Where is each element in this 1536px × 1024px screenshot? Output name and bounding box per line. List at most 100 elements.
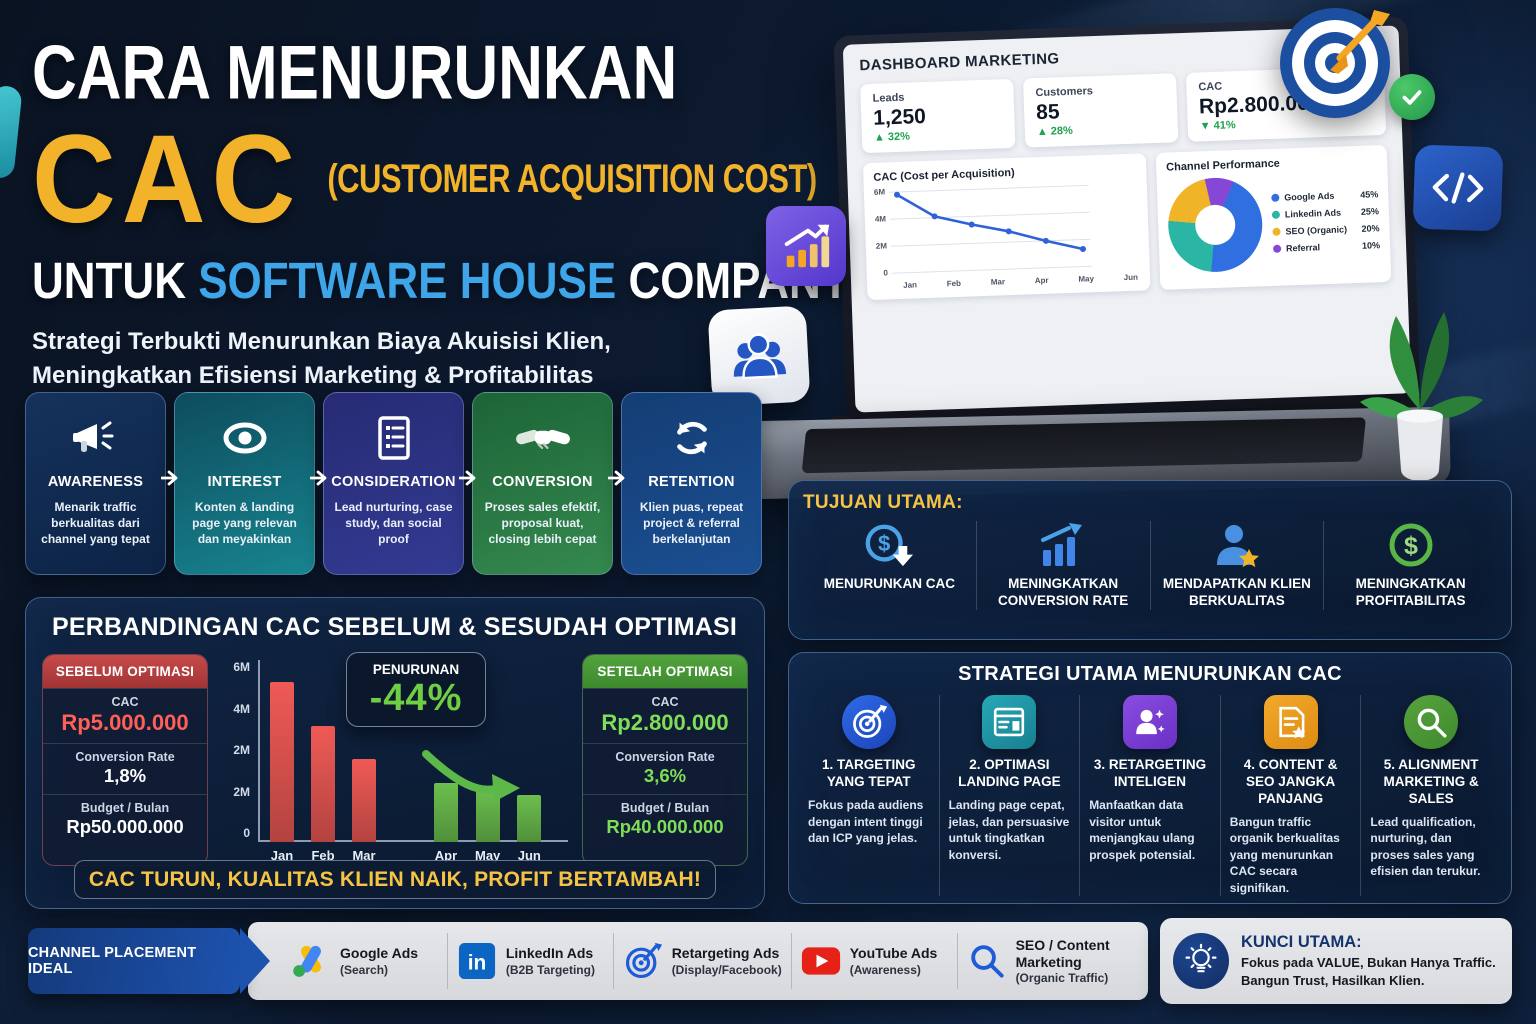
- metric-value: Rp5.000.000: [61, 710, 189, 735]
- before-bar: [352, 759, 376, 842]
- bar-chart-icon: [766, 206, 846, 286]
- funnel-stage-interest: INTEREST Konten & landing page yang rele…: [174, 392, 315, 575]
- y-tick-label: 0: [243, 826, 250, 840]
- bar-label: May: [475, 848, 501, 863]
- strategi-item-content-seo: 4. CONTENT & SEO JANGKA PANJANG Bangun t…: [1219, 695, 1361, 897]
- delta-value: 41%: [1213, 119, 1236, 132]
- google-ads-icon: [291, 941, 331, 981]
- channel-name: YouTube Ads: [849, 945, 938, 962]
- marketing-dashboard: DASHBOARD MARKETING Leads 1,250 ▲ 32% Cu…: [842, 25, 1412, 413]
- bar-label: Jan: [270, 848, 294, 863]
- delta-up-icon: ▲: [873, 131, 886, 144]
- strategi-item-desc: Fokus pada audiens dengan intent tinggi …: [808, 798, 924, 846]
- after-card-header: SETELAH OPTIMASI: [583, 655, 747, 688]
- arrow-right-icon: [161, 470, 178, 486]
- laptop-mockup: DASHBOARD MARKETING Leads 1,250 ▲ 32% Cu…: [743, 14, 1451, 500]
- y-tick-label: 2M: [233, 743, 250, 757]
- stat-card-customers: Customers 85 ▲ 28%: [1022, 73, 1179, 148]
- client-star-icon: [1211, 521, 1263, 569]
- lightbulb-icon: [1173, 933, 1229, 989]
- channel-sub: (Display/Facebook): [671, 962, 782, 977]
- channel-donut-chart: [1166, 176, 1264, 274]
- delta-value: 28%: [1050, 124, 1074, 138]
- cac-comparison-panel: PERBANDINGAN CAC SEBELUM & SESUDAH OPTIM…: [25, 597, 765, 909]
- tujuan-item-menurunkan-cac: $ MENURUNKAN CAC: [803, 521, 976, 610]
- plant-decoration: [1350, 288, 1490, 484]
- funnel-stage-awareness: AWARENESS Menarik traffic berkualitas da…: [25, 392, 166, 575]
- channel-sub: (B2B Targeting): [505, 962, 595, 977]
- refresh-icon: [669, 407, 715, 469]
- bar-column: Mar: [352, 660, 376, 864]
- kunci-utama-card: KUNCI UTAMA: Fokus pada VALUE, Bukan Han…: [1160, 918, 1512, 1004]
- legend-dot: [1271, 193, 1280, 202]
- bar-column: Jun: [517, 660, 542, 864]
- after-conversion-metric: Conversion Rate 3,6%: [583, 743, 747, 794]
- legend-value: 20%: [1361, 222, 1380, 234]
- x-tick-label: Jan: [903, 280, 918, 290]
- channel-sub: (Organic Traffic): [1015, 971, 1109, 986]
- strategi-item-alignment: 5. ALIGNMENT MARKETING & SALES Lead qual…: [1360, 695, 1501, 897]
- before-optimization-card: SEBELUM OPTIMASI CAC Rp5.000.000 Convers…: [42, 654, 208, 866]
- x-tick-label: May: [1078, 274, 1095, 284]
- stat-card-leads: Leads 1,250 ▲ 32%: [860, 78, 1016, 154]
- tujuan-label: MENDAPATKAN KLIEN BERKUALITAS: [1162, 576, 1311, 608]
- channel-name: Retargeting Ads: [671, 945, 780, 962]
- landing-page-icon: [982, 695, 1037, 749]
- y-tick-label: 2M: [875, 241, 888, 251]
- kunci-title: KUNCI UTAMA:: [1241, 933, 1362, 952]
- tujuan-utama-panel: TUJUAN UTAMA: $ MENURUNKAN CAC: [788, 480, 1512, 640]
- title-line2-highlight: SOFTWARE HOUSE: [198, 253, 617, 310]
- channel-name: LinkedIn Ads: [505, 945, 594, 962]
- bar-column: Feb: [311, 660, 335, 864]
- bar-column: Apr: [434, 660, 458, 864]
- handshake-icon: [514, 407, 572, 469]
- x-tick-label: Apr: [1034, 275, 1049, 286]
- reduction-callout: PENURUNAN -44%: [346, 652, 486, 727]
- strategi-item-desc: Lead qualification, nurturing, dan prose…: [1370, 814, 1481, 879]
- content-seo-icon: [1263, 695, 1318, 749]
- legend-row: SEO (Organic) 20%: [1272, 222, 1380, 237]
- comparison-title: PERBANDINGAN CAC SEBELUM & SESUDAH OPTIM…: [52, 613, 738, 641]
- strategi-item-desc: Manfaatkan data visitor untuk menjangkau…: [1089, 798, 1196, 862]
- stage-name: RETENTION: [648, 474, 735, 490]
- stat-value: 85: [1035, 100, 1060, 125]
- funnel-stage-consideration: CONSIDERATION Lead nurturing, case study…: [323, 392, 464, 575]
- stage-name: CONSIDERATION: [331, 474, 456, 490]
- x-tick-label: Jun: [1123, 272, 1139, 283]
- subtitle-line1: Strategi Terbukti Menurunkan Biaya Akuis…: [32, 328, 611, 356]
- retargeting-target-icon: [623, 941, 663, 981]
- after-cac-metric: CAC Rp2.800.000: [583, 688, 747, 743]
- channel-linkedin-ads: in LinkedIn Ads (B2B Targeting): [446, 933, 613, 989]
- strategi-panel: STRATEGI UTAMA MENURUNKAN CAC 1. TARGETI…: [788, 652, 1512, 904]
- arrow-right-icon: [608, 470, 625, 486]
- strategi-item-targeting: 1. TARGETING YANG TEPAT Fokus pada audie…: [799, 695, 939, 896]
- metric-label: Budget / Bulan: [80, 801, 170, 815]
- before-cac-metric: CAC Rp5.000.000: [43, 688, 207, 743]
- x-tick-label: Feb: [946, 278, 962, 289]
- stage-desc: Proses sales efektif, proposal kuat, clo…: [484, 500, 601, 547]
- legend-label: Google Ads: [1284, 190, 1335, 202]
- comparison-banner: CAC TURUN, KUALITAS KLIEN NAIK, PROFIT B…: [74, 860, 716, 899]
- stage-name: CONVERSION: [492, 474, 593, 490]
- target-icon: [841, 695, 896, 749]
- channel-google-ads: Google Ads (Search): [282, 933, 447, 989]
- before-budget-metric: Budget / Bulan Rp50.000.000: [43, 794, 207, 845]
- channel-label-text: CHANNEL PLACEMENT IDEAL: [28, 945, 197, 977]
- tujuan-label: MENINGKATKAN CONVERSION RATE: [997, 576, 1129, 608]
- metric-value: Rp2.800.000: [601, 710, 729, 735]
- dollar-circle-icon: $: [1387, 521, 1435, 569]
- after-bar: [434, 783, 458, 842]
- legend-dot: [1272, 227, 1281, 236]
- laptop-keys: [801, 417, 1367, 474]
- channel-sub: (Search): [340, 962, 389, 977]
- strategi-item-title: 5. ALIGNMENT MARKETING & SALES: [1383, 757, 1479, 806]
- channel-name: Google Ads: [340, 945, 419, 962]
- title-acronym: CAC: [32, 108, 302, 250]
- y-tick-label: 0: [883, 268, 889, 278]
- legend-value: 10%: [1361, 239, 1381, 251]
- tujuan-label: MENURUNKAN CAC: [823, 576, 955, 591]
- bar-chart-y-axis: 6M 4M 2M 2M 0: [222, 660, 250, 840]
- channel-retargeting-ads: Retargeting Ads (Display/Facebook): [612, 933, 791, 989]
- channel-placement-bar: Google Ads (Search) in LinkedIn Ads (B2B…: [248, 922, 1148, 1000]
- strategi-title: STRATEGI UTAMA MENURUNKAN CAC: [958, 663, 1342, 685]
